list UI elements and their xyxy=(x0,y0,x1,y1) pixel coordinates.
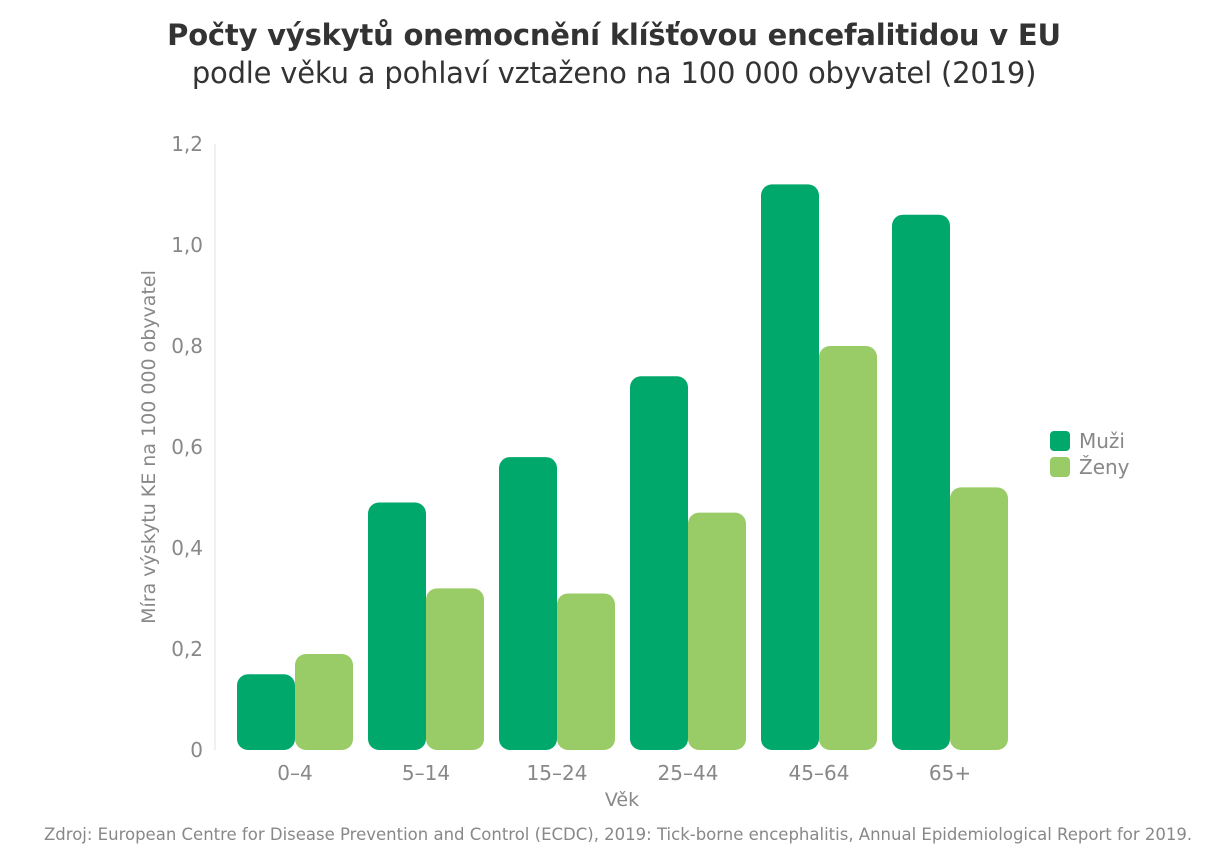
x-tick-label: 65+ xyxy=(929,761,971,785)
x-tick-label: 0–4 xyxy=(277,761,312,785)
x-tick-label: 5–14 xyxy=(402,761,450,785)
bar-zeny-4[interactable] xyxy=(819,346,877,750)
legend-item-muzi[interactable]: Muži xyxy=(1050,428,1130,454)
bar-muzi-5[interactable] xyxy=(892,214,950,750)
x-axis-title: Věk xyxy=(605,789,639,811)
y-tick-label: 1,2 xyxy=(171,132,203,156)
bar-zeny-2[interactable] xyxy=(557,593,615,750)
x-tick-label: 15–24 xyxy=(527,761,588,785)
legend-item-zeny[interactable]: Ženy xyxy=(1050,454,1130,480)
legend: Muži Ženy xyxy=(1050,428,1130,480)
y-tick-label: 0,4 xyxy=(171,536,203,560)
bar-zeny-3[interactable] xyxy=(688,512,746,750)
y-tick-label: 1,0 xyxy=(171,233,203,257)
y-axis-ticks: 0 0,2 0,4 0,6 0,8 1,0 1,2 xyxy=(171,132,203,762)
source-note: Zdroj: European Centre for Disease Preve… xyxy=(44,825,1193,844)
bar-muzi-0[interactable] xyxy=(237,674,295,750)
bar-muzi-1[interactable] xyxy=(368,502,426,750)
x-axis-ticks: 0–4 5–14 15–24 25–44 45–64 65+ xyxy=(277,761,971,785)
bar-zeny-0[interactable] xyxy=(295,654,353,750)
chart-title: Počty výskytů onemocnění klíšťovou encef… xyxy=(167,18,1061,52)
legend-label-muzi: Muži xyxy=(1079,429,1125,453)
chart-subtitle: podle věku a pohlaví vztaženo na 100 000… xyxy=(191,56,1037,90)
bars xyxy=(237,184,1008,750)
bar-muzi-2[interactable] xyxy=(499,457,557,750)
bar-zeny-1[interactable] xyxy=(426,588,484,750)
y-axis-title: Míra výskytu KE na 100 000 obyvatel xyxy=(138,270,160,624)
legend-label-zeny: Ženy xyxy=(1079,455,1130,479)
y-tick-label: 0,2 xyxy=(171,637,203,661)
y-tick-label: 0,6 xyxy=(171,435,203,459)
x-tick-label: 25–44 xyxy=(658,761,719,785)
y-tick-label: 0,8 xyxy=(171,334,203,358)
legend-swatch-muzi xyxy=(1050,431,1070,451)
x-tick-label: 45–64 xyxy=(789,761,850,785)
legend-swatch-zeny xyxy=(1050,457,1070,477)
y-tick-label: 0 xyxy=(190,738,203,762)
bar-muzi-3[interactable] xyxy=(630,376,688,750)
bar-muzi-4[interactable] xyxy=(761,184,819,750)
bar-zeny-5[interactable] xyxy=(950,487,1008,750)
